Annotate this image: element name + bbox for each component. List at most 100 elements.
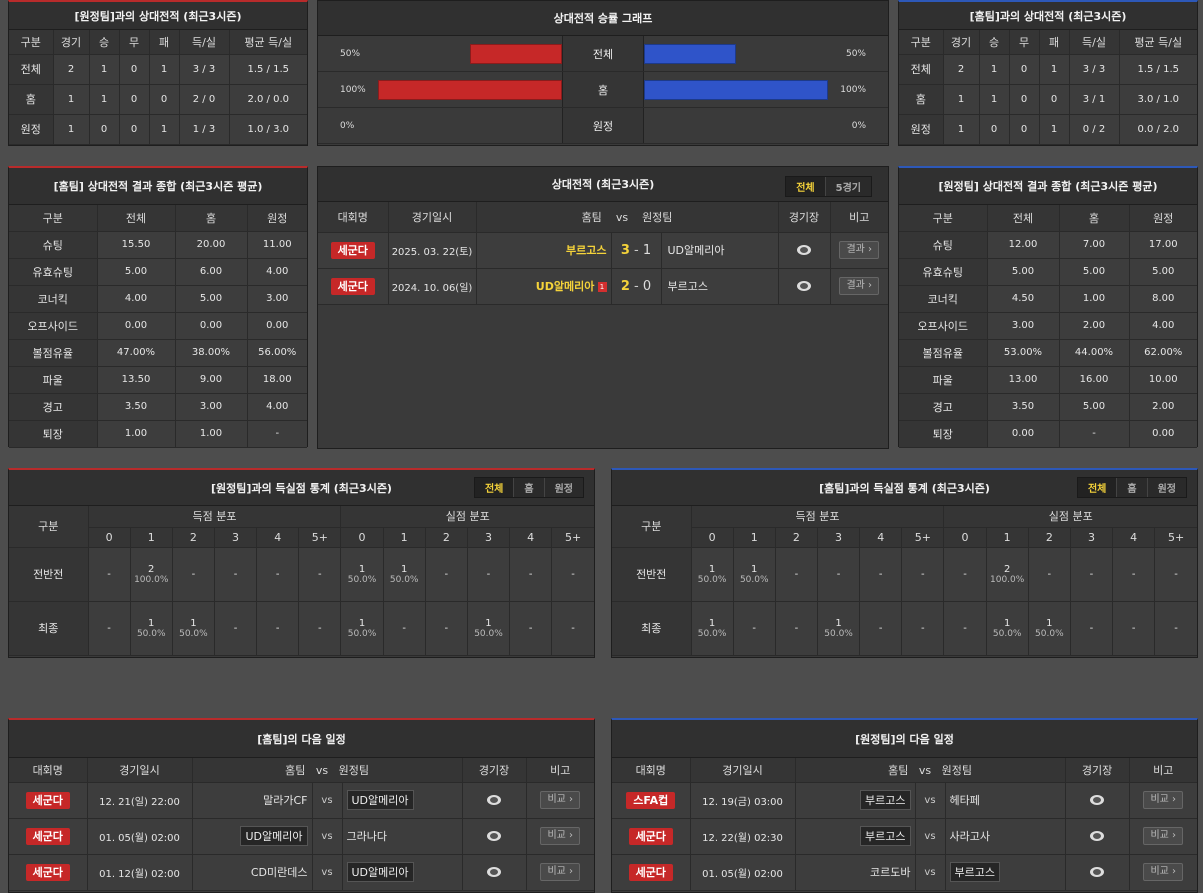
league-badge[interactable]: 세군다 bbox=[25, 863, 70, 881]
h2h-right-table: 구분 경기 승 무 패 득/실 평균 득/실 전체 2 1 0 1 3 / 3 1.5 / 1.5 홈 1 1… bbox=[899, 30, 1197, 145]
home-team-name[interactable]: 부르고스 bbox=[860, 790, 911, 810]
goal-count: 1 bbox=[485, 617, 492, 629]
compare-button[interactable]: 비교 › bbox=[540, 791, 581, 809]
away-team-name[interactable]: UD알메리아 bbox=[346, 862, 414, 882]
cell-value: 1.00 bbox=[1059, 285, 1130, 313]
table-row: 볼점유율 47.00% 38.00% 56.00% bbox=[9, 339, 307, 367]
col-header: 패 bbox=[149, 30, 180, 55]
away-team-cell: 사라고사 bbox=[945, 818, 1066, 855]
home-team-name[interactable]: UD알메리아 bbox=[535, 280, 595, 293]
tab-home[interactable]: 홈 bbox=[514, 478, 545, 497]
league-badge[interactable]: 세군다 bbox=[25, 791, 70, 809]
home-team-cell: 코르도바 bbox=[795, 854, 916, 891]
cell-value: 9.00 bbox=[175, 366, 248, 394]
cell-value: 12.00 bbox=[987, 231, 1060, 259]
schedule-row[interactable]: 세군다 12. 21(일) 22:00 말라가CF vs UD알메리아 비교 › bbox=[9, 782, 594, 819]
cell-value: 47.00% bbox=[97, 339, 176, 367]
compare-button[interactable]: 비교 › bbox=[1143, 791, 1184, 809]
league-badge[interactable]: 스FA컵 bbox=[626, 791, 676, 809]
compare-button[interactable]: 비교 › bbox=[1143, 827, 1184, 845]
col-note: 비고 bbox=[830, 202, 888, 233]
home-team-name[interactable]: UD알메리아 bbox=[240, 826, 308, 846]
stadium-icon[interactable] bbox=[487, 794, 502, 805]
home-team-name[interactable]: 부르고스 bbox=[860, 826, 911, 846]
tab-all[interactable]: 전체 bbox=[1077, 478, 1118, 497]
league-cell: 세군다 bbox=[9, 818, 88, 855]
goal-dist-cell: - bbox=[214, 547, 258, 602]
stadium-icon[interactable] bbox=[487, 830, 502, 841]
home-team-name[interactable]: 부르고스 bbox=[566, 244, 607, 257]
league-badge[interactable]: 세군다 bbox=[330, 241, 375, 259]
cell-value: 5.00 bbox=[175, 285, 248, 313]
goal-dist-cell: 1 50.0% bbox=[340, 547, 384, 602]
goal-count: 1 bbox=[358, 617, 366, 629]
compare-button[interactable]: 비교 › bbox=[540, 863, 581, 881]
compare-button[interactable]: 비교 › bbox=[540, 827, 581, 845]
row-label: 파울 bbox=[9, 366, 98, 394]
league-badge[interactable]: 세군다 bbox=[330, 277, 375, 295]
note-cell: 비교 › bbox=[1129, 854, 1197, 891]
away-team-name[interactable]: 부르고스 bbox=[667, 280, 708, 293]
cell-value: 5.00 bbox=[97, 258, 176, 286]
tab-all[interactable]: 전체 bbox=[474, 478, 515, 497]
league-badge[interactable]: 세군다 bbox=[628, 863, 673, 881]
goal-dist-cell: - bbox=[775, 547, 818, 602]
stadium-icon[interactable] bbox=[1090, 866, 1105, 877]
away-team-name[interactable]: UD알메리아 bbox=[667, 244, 725, 257]
col-header-label: 구분 bbox=[9, 506, 89, 548]
cell-value: 3 / 1 bbox=[1069, 84, 1120, 115]
away-team-name[interactable]: 부르고스 bbox=[949, 862, 1000, 882]
stadium-cell bbox=[462, 854, 527, 891]
cell-value: 3.00 bbox=[247, 285, 307, 313]
cell-value: 1.5 / 1.5 bbox=[1119, 54, 1197, 85]
cell-value: 1 bbox=[53, 84, 90, 115]
result-button[interactable]: 결과 › bbox=[839, 241, 880, 259]
tab-5-games[interactable]: 5경기 bbox=[835, 183, 861, 194]
table-row: 경고 3.50 5.00 2.00 bbox=[899, 393, 1197, 421]
stadium-icon[interactable] bbox=[1090, 794, 1105, 805]
league-badge[interactable]: 세군다 bbox=[25, 827, 70, 845]
stadium-icon[interactable] bbox=[797, 244, 811, 255]
away-team-name[interactable]: 그라나다 bbox=[346, 830, 387, 843]
goals-left-title: [원정팀]과의 득실점 통계 (최근3시즌) 전체 홈 원정 bbox=[9, 470, 594, 506]
compare-button[interactable]: 비교 › bbox=[1143, 863, 1184, 881]
away-team-name[interactable]: 헤타페 bbox=[949, 794, 980, 807]
row-label: 홈 bbox=[899, 84, 944, 115]
h2h-right-title: [홈팀]과의 상대전적 (최근3시즌) bbox=[899, 2, 1197, 30]
goal-count: - bbox=[752, 622, 757, 634]
row-label: 퇴장 bbox=[9, 420, 98, 448]
stadium-icon[interactable] bbox=[487, 866, 502, 877]
league-badge[interactable]: 세군다 bbox=[628, 827, 673, 845]
tab-all[interactable]: 전체 bbox=[786, 177, 826, 196]
away-team-name[interactable]: 사라고사 bbox=[949, 830, 990, 843]
tab-home[interactable]: 홈 bbox=[1117, 478, 1148, 497]
result-button[interactable]: 결과 › bbox=[839, 277, 880, 295]
bucket-header: 5+ bbox=[551, 527, 594, 548]
home-team-name[interactable]: CD미란데스 bbox=[250, 866, 308, 879]
h2h-right-panel: [홈팀]과의 상대전적 (최근3시즌) 구분 경기 승 무 패 득/실 평균 득/실 전체 2… bbox=[898, 0, 1198, 146]
cell-value: 62.00% bbox=[1129, 339, 1197, 367]
away-team-cell: UD알메리아 bbox=[342, 782, 463, 819]
stadium-icon[interactable] bbox=[797, 280, 811, 291]
home-team-name[interactable]: 코르도바 bbox=[870, 866, 911, 879]
schedule-row[interactable]: 세군다 01. 05(월) 02:00 코르도바 vs 부르고스 비교 › bbox=[612, 854, 1197, 891]
col-header-scored: 득점 분포 bbox=[691, 506, 945, 528]
cell-value: 0 bbox=[149, 84, 180, 115]
schedule-row[interactable]: 세군다 12. 22(월) 02:30 부르고스 vs 사라고사 비교 › bbox=[612, 818, 1197, 855]
goal-count: - bbox=[571, 568, 575, 580]
away-team-name[interactable]: UD알메리아 bbox=[346, 790, 414, 810]
schedule-row[interactable]: 세군다 01. 12(월) 02:00 CD미란데스 vs UD알메리아 비교 › bbox=[9, 854, 594, 891]
home-team-name[interactable]: 말라가CF bbox=[263, 794, 308, 807]
stadium-icon[interactable] bbox=[1090, 830, 1105, 841]
tab-away[interactable]: 원정 bbox=[554, 484, 573, 495]
match-row[interactable]: 세군다 2025. 03. 22(토) 부르고스 3 - 1 UD알메리아 결과 › bbox=[318, 232, 888, 269]
schedule-row[interactable]: 세군다 01. 05(월) 02:00 UD알메리아 vs 그라나다 비교 › bbox=[9, 818, 594, 855]
graph-row-label: 홈 bbox=[562, 72, 644, 107]
col-header: 구분 bbox=[9, 205, 98, 232]
schedule-row[interactable]: 스FA컵 12. 19(금) 03:00 부르고스 vs 헤타페 비교 › bbox=[612, 782, 1197, 819]
goal-count: - bbox=[402, 622, 406, 634]
h2h-left-panel: [원정팀]과의 상대전적 (최근3시즌) 구분 경기 승 무 패 득/실 평균 득/실 전체… bbox=[8, 0, 308, 146]
tab-away[interactable]: 원정 bbox=[1157, 484, 1176, 495]
cell-value: 0 bbox=[119, 84, 150, 115]
